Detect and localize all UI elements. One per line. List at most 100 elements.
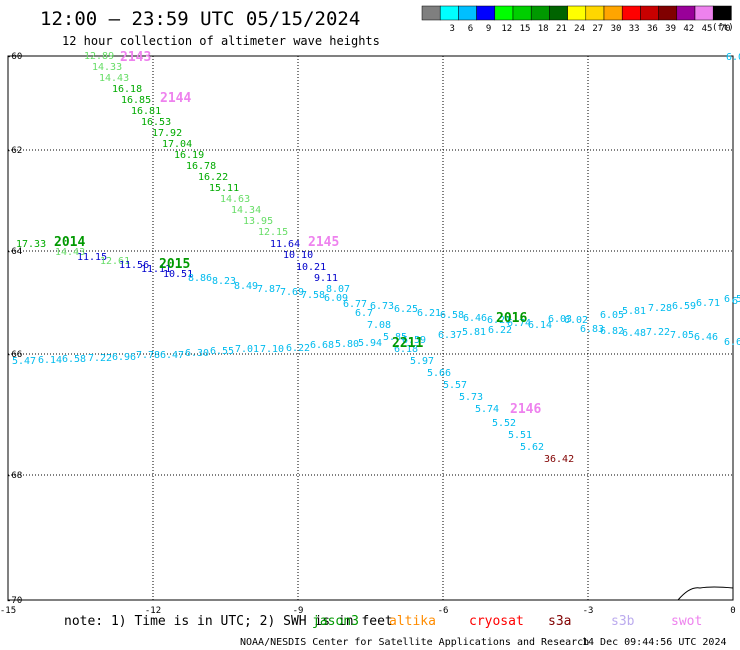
scale-label: 36 [647, 24, 658, 34]
wave-height-label: 6.55 [210, 346, 234, 357]
wave-height-label: 14.34 [231, 205, 261, 216]
wave-height-label: 16.18 [112, 84, 142, 95]
wave-height-label: 6.83 [580, 324, 604, 335]
scale-swatch [640, 5, 659, 21]
wave-height-label: 7.58 [301, 290, 325, 301]
wave-height-label: 9.11 [314, 273, 338, 284]
wave-height-label: 5.52 [492, 418, 516, 429]
pass-label: 2014 [54, 235, 85, 250]
scale-label: 3 [449, 24, 454, 34]
pass-number-labels: 2143 2144 2145 2146 2014 2015 2016 2211 [54, 50, 541, 417]
wave-height-label: 16.19 [174, 150, 204, 161]
satellite-legend-item: jason3 [312, 614, 359, 629]
scale-label: 24 [574, 24, 585, 34]
scale-swatch [585, 5, 605, 21]
scale-label: 15 [520, 24, 531, 34]
wave-height-label: 8.49 [234, 281, 258, 292]
latitude-tick: -68 [6, 471, 22, 481]
scale-label: 6 [468, 24, 473, 34]
wave-height-label: 7.22 [646, 327, 670, 338]
wave-height-label: 14.63 [220, 194, 250, 205]
scale-swatch [694, 5, 714, 21]
scale-label: 42 [683, 24, 694, 34]
wave-height-label: 12.61 [100, 256, 130, 267]
wave-height-label: 14.43 [99, 73, 129, 84]
wave-height-label: 7.69 [280, 287, 304, 298]
longitude-tick: 0 [730, 606, 735, 616]
latitude-tick-labels: -60 -62 -64 -66 -68 -70 [6, 52, 22, 606]
scale-swatch [458, 5, 477, 21]
longitude-tick: -3 [583, 606, 594, 616]
coastline [677, 586, 734, 601]
scale-swatch [567, 5, 587, 21]
wave-height-label: 6.18 [394, 344, 418, 355]
wave-height-label: 6.46 [463, 313, 487, 324]
wave-height-label: 7.10 [260, 344, 284, 355]
wave-height-label: 6.21 [417, 308, 441, 319]
wave-height-label: 7.28 [648, 303, 672, 314]
wave-height-label: 10.51 [163, 269, 193, 280]
wave-height-label: 11.15 [77, 252, 107, 263]
wave-height-label: 16.81 [131, 106, 161, 117]
footer-generated-time: 14 Dec 09:44:56 UTC 2024 [582, 637, 727, 648]
scale-label: 70 [720, 24, 731, 34]
wave-height-label: 5.62 [520, 442, 544, 453]
wave-height-label: 12.15 [258, 227, 288, 238]
wave-height-label: 6.48 [622, 328, 646, 339]
wave-height-label: 6.02 [726, 52, 740, 63]
wave-height-label: 5.74 [475, 404, 499, 415]
wave-height-label: 6.59 [402, 335, 426, 346]
wave-height-label: 6.58 [440, 310, 464, 321]
scale-label: 21 [556, 24, 567, 34]
scale-unit-label: (ft) [712, 23, 734, 33]
footer-note: note: 1) Time is in UTC; 2) SWH is in fe… [64, 614, 393, 629]
scale-swatch [712, 5, 732, 21]
scale-swatch [530, 5, 550, 21]
wave-height-label: 5.94 [358, 338, 382, 349]
wave-height-label: 6.77 [343, 299, 367, 310]
wave-height-label: 6.57 [724, 294, 740, 305]
wave-height-label: 6.03 [548, 314, 572, 325]
scale-swatch [476, 5, 496, 21]
wave-height-label: 6.71 [696, 298, 720, 309]
wave-height-label: 6.47 [160, 350, 184, 361]
wave-height-label: 6.82 [600, 326, 624, 337]
wave-height-label: 13.95 [243, 216, 273, 227]
latitude-tick: -66 [6, 350, 22, 360]
scale-label: 12 [501, 24, 512, 34]
wave-height-label: 8.86 [188, 273, 212, 284]
wave-height-label: 7.01 [235, 344, 259, 355]
wave-height-label: 6.7 [355, 308, 373, 319]
scale-swatch [494, 5, 514, 21]
wave-height-label: 5.80 [335, 339, 359, 350]
satellite-legend-item: s3b [611, 614, 635, 629]
scale-swatch [658, 5, 678, 21]
wave-height-label: 5.57 [443, 380, 467, 391]
wave-height-label: 8.07 [326, 284, 350, 295]
scale-swatch [549, 5, 568, 21]
wave-height-label: 6.58 [62, 354, 86, 365]
wave-height-color-scale: 3 6 9 12 15 18 21 24 27 30 33 36 39 42 45 70 [421, 5, 732, 34]
scale-label: 27 [592, 24, 603, 34]
wave-height-label: 16.53 [141, 117, 171, 128]
wave-height-observations: 12.8914.3314.4316.1816.8516.8116.5317.92… [12, 51, 740, 465]
wave-height-label: 6.96 [112, 352, 136, 363]
wave-height-label: 6.14 [38, 355, 62, 366]
wave-height-label: 5.81 [462, 327, 486, 338]
page-subtitle: 12 hour collection of altimeter wave hei… [62, 34, 380, 48]
wave-height-label: 11.64 [270, 239, 300, 250]
satellite-legend-item: s3a [548, 614, 571, 629]
wave-height-label: 7.87 [257, 284, 281, 295]
scale-swatch [439, 5, 459, 21]
wave-height-label: 7.05 [670, 330, 694, 341]
wave-height-label: 5.66 [427, 368, 451, 379]
wave-height-label: 6.37 [438, 330, 462, 341]
wave-height-label: 6.30 [185, 348, 209, 359]
satellite-legend-item: altika [389, 614, 436, 629]
wave-height-label: 14.33 [92, 62, 122, 73]
pass-label: 2016 [496, 311, 527, 326]
longitude-tick: -6 [438, 606, 449, 616]
wave-height-label: 5.47 [12, 356, 36, 367]
page-title: 12:00 — 23:59 UTC 05/15/2024 [40, 8, 360, 30]
longitude-tick-labels: -15 -12 -9 -6 -3 0 [0, 606, 736, 616]
